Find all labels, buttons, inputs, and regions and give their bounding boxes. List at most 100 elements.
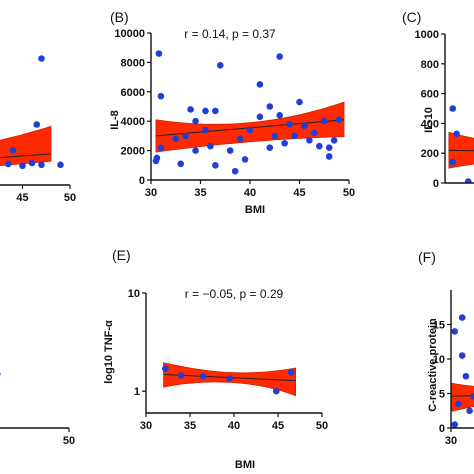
plot-area <box>0 55 64 170</box>
x-tick-label: 30 <box>145 187 157 199</box>
data-point <box>28 159 36 167</box>
y-tick-label: 4000 <box>121 116 145 128</box>
data-point <box>155 50 163 57</box>
data-point <box>38 161 45 169</box>
data-point <box>246 126 254 134</box>
data-point <box>330 137 338 144</box>
data-point <box>231 167 239 175</box>
data-point <box>38 55 45 62</box>
y-tick-label: 6000 <box>121 87 145 99</box>
data-point <box>182 132 189 140</box>
y-tick-label: 0 <box>439 423 445 435</box>
data-point <box>276 112 284 119</box>
panel-c: 0 200 400 600 800 1000 (C) IL-10 <box>402 9 474 190</box>
data-point <box>212 162 219 169</box>
data-point <box>226 147 234 154</box>
confidence-band <box>451 382 474 412</box>
x-tick-label: 30 <box>140 420 152 432</box>
plot-area <box>152 50 345 175</box>
data-point <box>192 147 199 154</box>
x-tick-label: 50 <box>316 420 328 432</box>
y-tick-label: 0 <box>139 175 145 187</box>
data-point <box>172 135 180 143</box>
panel-label: (E) <box>112 247 131 263</box>
data-point <box>458 352 466 359</box>
y-tick-label: 1 <box>134 386 140 398</box>
data-point <box>236 135 244 143</box>
data-point <box>0 372 1 377</box>
data-point <box>470 392 474 400</box>
data-point <box>325 144 333 151</box>
x-axis-label: BMI <box>245 204 265 216</box>
data-point <box>19 162 26 170</box>
data-point <box>335 116 343 124</box>
plot-area <box>451 314 474 428</box>
x-tick-label: 40 <box>228 420 240 432</box>
y-tick-label: 1000 <box>415 29 439 41</box>
x-tick-label: 30 <box>445 435 457 447</box>
x-tick-label: 50 <box>64 192 76 204</box>
data-point <box>287 369 295 376</box>
data-point <box>458 314 466 321</box>
data-point <box>212 107 219 115</box>
data-point <box>281 139 288 147</box>
stat-annotation: r = −0.05, p = 0.29 <box>185 287 284 301</box>
plot-area <box>0 372 1 377</box>
x-tick-label: 50 <box>63 435 75 447</box>
data-point <box>199 372 207 380</box>
data-point <box>33 121 41 128</box>
y-tick-label: 200 <box>421 148 439 160</box>
confidence-band <box>0 125 52 167</box>
y-axis-label: IL-10 <box>423 107 435 133</box>
x-tick-label: 45 <box>272 420 284 432</box>
data-point <box>462 372 470 380</box>
data-point <box>301 122 308 129</box>
data-point <box>241 156 249 163</box>
y-tick-label: 400 <box>421 118 439 130</box>
plot-area <box>162 362 296 397</box>
data-point <box>271 132 279 140</box>
data-point <box>157 92 165 100</box>
data-point <box>451 328 459 335</box>
data-point <box>286 120 293 128</box>
data-point <box>177 160 184 168</box>
y-tick-label: 800 <box>421 59 439 71</box>
y-tick-label: 8000 <box>121 57 145 69</box>
data-point <box>449 158 457 166</box>
panel-label: (F) <box>418 249 436 265</box>
y-tick-label: 10000 <box>114 28 145 40</box>
data-point <box>320 117 328 125</box>
panel-d: 50 <box>0 372 75 447</box>
y-tick-label: 15 <box>433 320 445 332</box>
panel-label: (B) <box>110 9 129 25</box>
data-point <box>202 107 209 115</box>
y-tick-label: 0 <box>433 178 439 190</box>
data-point <box>256 113 264 121</box>
data-point <box>226 375 233 382</box>
data-point <box>4 160 12 168</box>
y-tick-label: 600 <box>421 89 439 101</box>
x-axis-label: BMI <box>235 459 255 471</box>
data-point <box>57 161 64 169</box>
regression-line <box>0 153 52 159</box>
panel-e: 30 35 40 45 50 1 10 (E) r = −0.05, p = 0.29 BMI lo… <box>103 247 328 471</box>
data-point <box>306 137 313 144</box>
x-tick-label: 35 <box>194 187 206 199</box>
data-point <box>272 387 280 395</box>
data-point <box>455 400 462 408</box>
x-tick-label: 45 <box>293 187 305 199</box>
y-axis-label: log10 TNF-α <box>103 320 115 384</box>
data-point <box>256 81 264 88</box>
data-point <box>153 154 161 162</box>
y-tick-label: 10 <box>433 354 445 366</box>
y-tick-label: 2000 <box>121 146 145 158</box>
stat-annotation: r = 0.14, p = 0.37 <box>184 27 276 41</box>
y-axis-label: IL-8 <box>109 110 121 130</box>
x-tick-label: 40 <box>244 187 256 199</box>
data-point <box>325 153 333 160</box>
data-point <box>202 126 209 134</box>
data-point <box>276 53 284 60</box>
x-tick-label: 50 <box>343 187 355 199</box>
y-axis-label: C-reactive protein <box>427 318 439 412</box>
